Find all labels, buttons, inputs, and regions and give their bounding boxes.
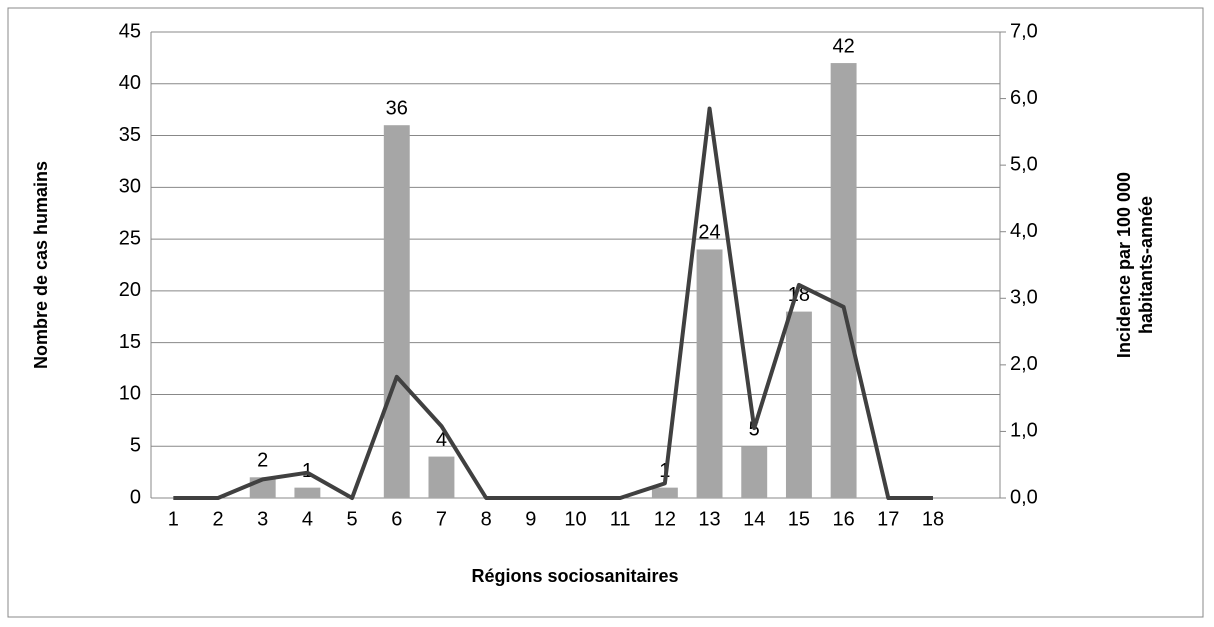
data-label: 42 [832, 35, 854, 57]
x-tick-label: 8 [481, 508, 492, 530]
x-tick-label: 2 [212, 508, 223, 530]
bar [696, 249, 723, 498]
y2-tick-label: 0,0 [1010, 486, 1038, 508]
x-tick-label: 18 [922, 508, 944, 530]
x-tick-label: 16 [832, 508, 854, 530]
chart-border [7, 7, 1204, 618]
x-tick-label: 14 [743, 508, 765, 530]
y2-tick-label: 2,0 [1010, 353, 1038, 375]
x-tick-label: 1 [168, 508, 179, 530]
y-tick-label: 20 [119, 279, 141, 301]
x-tick-label: 17 [877, 508, 899, 530]
bar [383, 125, 410, 498]
y-tick-label: 15 [119, 331, 141, 353]
x-tick-label: 4 [302, 508, 313, 530]
data-label: 4 [436, 429, 447, 451]
y-tick-label: 35 [119, 124, 141, 146]
x-tick-label: 6 [391, 508, 402, 530]
bar [741, 446, 768, 498]
line [173, 106, 933, 500]
y-tick-label: 45 [119, 20, 141, 42]
data-label: 36 [386, 97, 408, 119]
bar [830, 63, 857, 499]
x-tick-label: 13 [698, 508, 720, 530]
y-tick-label: 5 [130, 435, 141, 457]
x-tick-label: 7 [436, 508, 447, 530]
y2-tick-label: 6,0 [1010, 87, 1038, 109]
y2-axis-title: habitants-année [1136, 196, 1156, 334]
y-tick-label: 30 [119, 176, 141, 198]
y2-tick-label: 5,0 [1010, 153, 1038, 175]
bar [294, 487, 321, 498]
y-tick-label: 10 [119, 383, 141, 405]
data-label: 24 [698, 222, 720, 244]
y2-tick-label: 7,0 [1010, 20, 1038, 42]
bar [785, 311, 812, 498]
y2-tick-label: 1,0 [1010, 420, 1038, 442]
x-tick-label: 3 [257, 508, 268, 530]
x-tick-label: 12 [654, 508, 676, 530]
y-tick-label: 0 [130, 486, 141, 508]
x-tick-label: 11 [610, 508, 631, 530]
y-axis-title: Nombre de cas humains [31, 161, 51, 369]
y2-tick-label: 4,0 [1010, 220, 1038, 242]
bar [651, 487, 678, 498]
x-axis-title: Régions sociosanitaires [471, 566, 678, 586]
y-tick-label: 25 [119, 227, 141, 249]
bar [428, 456, 455, 498]
y2-axis-title: Incidence par 100 000 [1114, 172, 1134, 358]
x-tick-label: 15 [788, 508, 810, 530]
x-tick-label: 5 [347, 508, 358, 530]
x-tick-label: 10 [564, 508, 586, 530]
y2-tick-label: 3,0 [1010, 287, 1038, 309]
x-tick-label: 9 [525, 508, 536, 530]
data-label: 2 [257, 450, 268, 472]
y-tick-label: 40 [119, 72, 141, 94]
